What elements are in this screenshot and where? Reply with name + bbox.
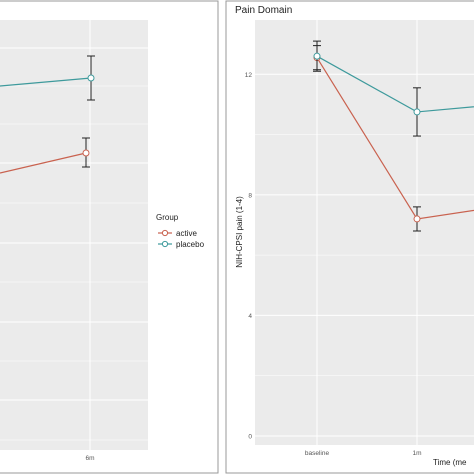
right-active-point bbox=[413, 215, 421, 223]
left-active-line bbox=[0, 152, 87, 174]
legend-swatch-point bbox=[161, 240, 169, 248]
legend-title: Group bbox=[156, 213, 179, 222]
left-x-tick-labels: 6m bbox=[85, 455, 94, 462]
left-active-point bbox=[82, 149, 90, 157]
right-plot-background bbox=[255, 20, 474, 445]
right-x-tick-label: baseline bbox=[305, 450, 330, 457]
legend-item-placebo: placebo bbox=[158, 240, 205, 249]
right-x-tick-labels: baseline 1m bbox=[305, 450, 422, 457]
left-plot-background bbox=[0, 20, 148, 450]
legend-items: active placebo bbox=[158, 229, 205, 249]
left-gridlines bbox=[0, 20, 148, 450]
left-x-tick-label: 6m bbox=[85, 455, 94, 462]
left-plot-area: 6m bbox=[0, 20, 148, 462]
right-placebo-point bbox=[413, 108, 421, 116]
right-y-tick-label: 12 bbox=[245, 72, 253, 79]
right-y-axis-title: NIH-CPSI pain (1-4) bbox=[235, 196, 244, 268]
left-placebo-point bbox=[87, 74, 95, 82]
left-placebo-line bbox=[0, 77, 92, 87]
legend: Group active placebo bbox=[156, 213, 205, 249]
right-placebo-point bbox=[313, 52, 321, 60]
right-x-tick-label: 1m bbox=[412, 450, 421, 457]
right-plot-area: 0 4 8 12 baseline 1m bbox=[245, 20, 474, 457]
right-series bbox=[313, 40, 474, 232]
legend-swatch-point bbox=[161, 229, 169, 237]
right-y-tick-label: 0 bbox=[248, 433, 252, 440]
right-y-tick-labels: 0 4 8 12 bbox=[245, 72, 253, 441]
right-y-tick-label: 4 bbox=[248, 313, 252, 320]
right-x-axis-title: Time (me bbox=[433, 458, 467, 467]
legend-label-placebo: placebo bbox=[176, 240, 205, 249]
legend-label-active: active bbox=[176, 229, 197, 238]
right-chart-title: Pain Domain bbox=[235, 5, 292, 16]
right-y-tick-label: 8 bbox=[248, 192, 252, 199]
left-series bbox=[0, 55, 95, 174]
legend-item-active: active bbox=[158, 229, 197, 238]
